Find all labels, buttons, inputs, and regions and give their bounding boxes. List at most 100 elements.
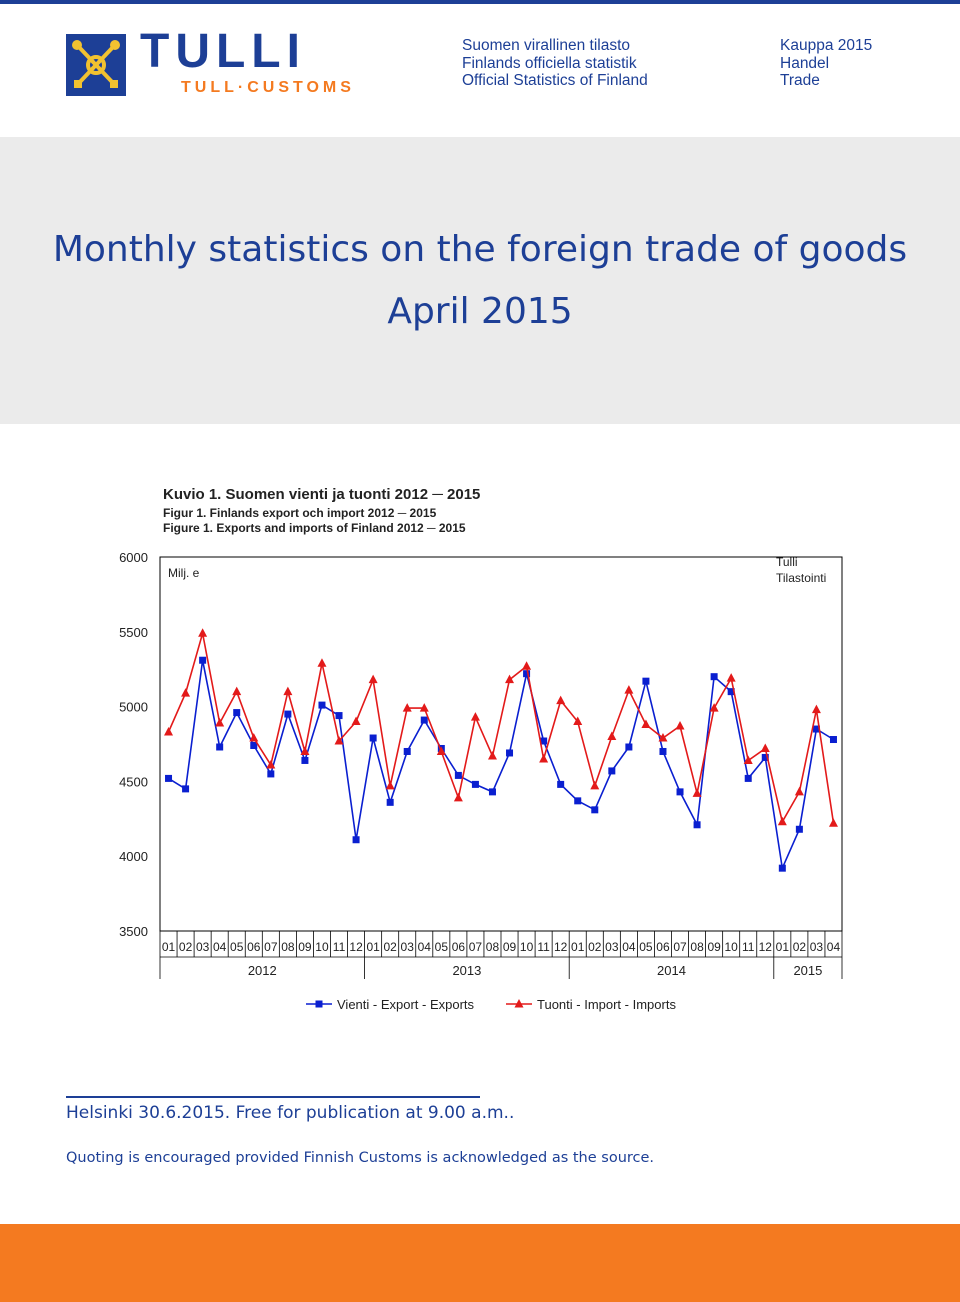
imports-point — [283, 686, 293, 696]
imports-point — [470, 712, 480, 721]
exports-point — [488, 788, 496, 796]
y-tick-label: 4500 — [119, 774, 148, 789]
legend-triangle-marker — [514, 999, 524, 1008]
exports-point — [284, 710, 292, 718]
x-tick-label: 11 — [742, 940, 755, 954]
imports-point — [249, 733, 259, 742]
exports-point — [250, 741, 258, 749]
x-tick-label: 01 — [366, 940, 380, 954]
x-tick-label: 11 — [333, 940, 346, 954]
x-tick-label: 08 — [486, 940, 500, 954]
release-note: Helsinki 30.6.2015. Free for publication… — [66, 1103, 515, 1123]
x-tick-label: 07 — [469, 940, 483, 954]
imports-point — [641, 719, 651, 729]
imports-point — [453, 792, 463, 802]
imports-point — [402, 703, 412, 712]
imports-point — [419, 703, 429, 712]
page-title: Monthly statistics on the foreign trade … — [52, 229, 908, 270]
imports-point — [709, 703, 719, 712]
exports-point — [352, 836, 360, 844]
x-tick-label: 04 — [622, 940, 636, 954]
imports-point — [487, 750, 497, 760]
official-statistics-label: Suomen virallinen tilasto Finlands offic… — [462, 37, 648, 90]
imports-point — [811, 704, 821, 714]
exports-point — [199, 656, 207, 664]
tulli-logo: TULLI TULL·CUSTOMS — [66, 28, 376, 98]
brand-wordmark: TULLI — [140, 25, 306, 78]
legend: Vienti - Export - Exports Tuonti - Import… — [306, 997, 676, 1012]
statistics-series-label: Kauppa 2015 Handel Trade — [780, 37, 872, 90]
x-tick-label: 04 — [827, 940, 841, 954]
imports-point — [556, 695, 566, 705]
x-tick-label: 07 — [673, 940, 687, 954]
imports-point — [317, 658, 327, 667]
exports-point — [403, 747, 411, 755]
exports-point — [761, 753, 769, 761]
series-lines — [164, 628, 838, 872]
official-line-sv: Finlands officiella statistik — [462, 54, 637, 72]
x-tick-label: 06 — [247, 940, 261, 954]
y-tick-label: 5500 — [119, 625, 148, 640]
imports-point — [215, 718, 225, 727]
x-tick-label: 10 — [520, 940, 534, 954]
exports-point — [659, 747, 667, 755]
imports-point — [385, 780, 395, 790]
exports-point — [795, 825, 803, 833]
exports-point — [523, 670, 531, 678]
legend-label-imports: Tuonti - Import - Imports — [537, 997, 676, 1012]
year-label: 2015 — [793, 963, 822, 978]
imports-point — [828, 818, 838, 827]
x-tick-label: 02 — [179, 940, 193, 954]
imports-point — [607, 731, 617, 741]
x-tick-label: 12 — [349, 940, 363, 954]
x-tick-label: 09 — [298, 940, 312, 954]
series-line-en: Trade — [780, 72, 820, 89]
x-tick-label: 11 — [537, 940, 550, 954]
official-line-fi: Suomen virallinen tilasto — [462, 37, 631, 54]
year-label: 2013 — [452, 963, 481, 978]
imports-point — [794, 786, 804, 796]
figure-title-en: Figure 1. Exports and imports of Finland… — [163, 521, 466, 535]
crossed-keys-seal-icon — [66, 34, 126, 96]
exports-point — [812, 725, 820, 733]
page-subtitle: April 2015 — [387, 291, 573, 332]
imports-point — [164, 727, 174, 736]
y-tick-label: 3500 — [119, 924, 148, 939]
x-tick-label: 02 — [383, 940, 397, 954]
imports-point — [573, 716, 583, 726]
x-tick-label: 07 — [264, 940, 278, 954]
x-tick-label: 04 — [213, 940, 227, 954]
x-tick-label: 01 — [776, 940, 790, 954]
exports-point — [625, 743, 633, 751]
top-rule — [0, 0, 960, 4]
x-tick-label: 12 — [759, 940, 773, 954]
exports-point — [744, 774, 752, 782]
imports-point — [777, 816, 787, 826]
exports-point — [710, 673, 718, 681]
exports-point — [506, 749, 514, 757]
x-tick-label: 06 — [452, 940, 466, 954]
x-tick-label: 10 — [724, 940, 738, 954]
year-label: 2012 — [248, 963, 277, 978]
figure-title-sv: Figur 1. Finlands export och import 2012… — [163, 506, 437, 520]
exports-point — [216, 743, 224, 751]
imports-point — [351, 716, 361, 726]
x-tick-label: 02 — [793, 940, 807, 954]
imports-point — [522, 661, 532, 670]
x-tick-label: 09 — [707, 940, 721, 954]
series-line-sv: Handel — [780, 54, 830, 72]
x-tick-label: 03 — [196, 940, 210, 954]
x-tick-label: 09 — [503, 940, 517, 954]
exports-point — [454, 771, 462, 779]
exports-point — [182, 785, 190, 793]
exports-point — [778, 864, 786, 872]
series-line-exports — [168, 660, 834, 872]
source-label-line1: Tulli — [776, 555, 798, 569]
imports-point — [334, 736, 344, 745]
imports-point — [368, 674, 378, 684]
x-tick-label: 03 — [810, 940, 824, 954]
figure-title-fi: Kuvio 1. Suomen vienti ja tuonti 2012 ─ … — [163, 486, 481, 503]
footer-rule — [66, 1096, 480, 1098]
exports-point — [574, 797, 582, 805]
exports-point — [608, 767, 616, 775]
